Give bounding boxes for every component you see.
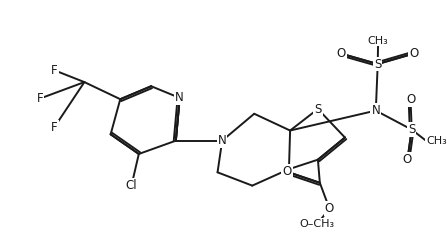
Text: CH₃: CH₃ — [426, 136, 447, 146]
Text: S: S — [408, 123, 415, 136]
Text: S: S — [314, 102, 321, 116]
Text: O: O — [409, 47, 418, 60]
Text: O: O — [283, 165, 291, 178]
Text: O–CH₃: O–CH₃ — [299, 219, 335, 229]
Text: CH₃: CH₃ — [368, 36, 388, 46]
Text: O: O — [403, 153, 412, 166]
Text: O: O — [325, 202, 334, 215]
Text: N: N — [175, 91, 184, 104]
Text: F: F — [51, 64, 58, 77]
Text: F: F — [37, 92, 43, 105]
Text: S: S — [374, 58, 381, 70]
Text: O: O — [406, 93, 415, 106]
Text: F: F — [51, 121, 58, 134]
Text: N: N — [218, 134, 227, 147]
Text: O: O — [337, 47, 346, 60]
Text: Cl: Cl — [126, 179, 137, 192]
Text: N: N — [371, 104, 380, 117]
